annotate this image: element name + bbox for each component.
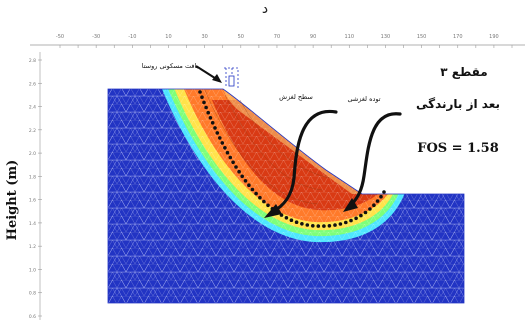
slip-surface-dot [311,224,315,228]
left-tick-label: 2.4 [29,105,36,111]
slip-surface-dot [202,100,206,105]
slip-surface-dot [254,191,258,196]
section-title: مقطع ۳ [440,65,487,79]
top-tick-label: 190 [489,34,499,40]
slip-surface-dot [327,224,332,228]
slip-surface-dot [349,218,353,223]
left-tick-label: 0.8 [29,291,36,297]
top-tick-label: 130 [381,34,391,40]
slip-surface-dot [206,110,210,115]
top-tick-label: 30 [201,34,207,40]
slip-surface-dot [338,222,343,226]
arrow-sliding-mass [348,112,402,208]
top-tick-label: -30 [92,34,100,40]
slip-surface-dot [372,203,376,207]
slip-surface-dot [204,105,208,110]
slip-surface-dot [333,223,337,227]
slip-surface-dot [284,216,289,220]
left-tick-label: 1.4 [29,221,36,227]
fos-value: FOS = 1.58 [417,141,499,156]
left-tick-label: 1.6 [29,198,36,204]
top-tick-label: -10 [128,34,136,40]
slip-surface-dot [368,207,372,211]
top-tick-label: 170 [453,34,463,40]
top-tick-label: 110 [345,34,355,40]
annotation-sliding-mass: توده لغزشی [347,95,380,103]
figure-letter: د [262,1,268,17]
slip-surface-dot [300,222,304,226]
annotation-building: بافت مسکونی روستا [142,62,199,70]
slip-surface-dot [210,121,215,125]
slip-surface-dot [375,199,380,203]
arrow-building-head [212,74,222,83]
slip-surface-dot [382,190,386,194]
slip-surface-dot [237,169,241,174]
slip-surface-dot [247,183,251,187]
slip-surface-dot [354,216,358,221]
arrow-sliding-mass-head [343,198,358,212]
slip-surface-dot [316,224,321,228]
slip-surface-dot [294,220,299,224]
slip-surface-dot [228,155,233,160]
slip-surface-dot [213,126,217,130]
building-structure [224,67,240,88]
slip-surface-dot [231,160,235,165]
slip-surface-dot [223,146,227,150]
slip-surface-dot [258,195,262,200]
slip-surface-dot [234,165,238,169]
top-tick-label: 50 [238,34,244,40]
left-tick-label: 0.6 [29,314,36,320]
slip-surface-dot [266,203,270,208]
annotation-slip-surface: سطح لغزش [279,93,313,101]
slip-surface-dot [220,141,225,145]
slip-surface-dot [322,224,326,228]
left-tick-label: 1.2 [29,244,36,250]
top-tick-label: -50 [56,34,64,40]
left-tick-label: 2.6 [29,81,36,87]
left-tick-label: 2.8 [29,58,36,64]
slip-surface-dot [379,194,383,199]
slip-surface-dot [218,136,222,140]
soil-domain [108,89,464,303]
top-tick-label: 90 [310,34,316,40]
top-tick-label: 70 [274,34,280,40]
slip-surface-dot [240,174,244,179]
arrow-slip-surface [270,109,338,214]
left-tick-label: 2.0 [29,151,36,157]
left-tick-label: 1.8 [29,174,36,180]
slip-surface-dot [305,223,310,227]
slip-surface-dot [363,210,368,215]
slip-surface-dot [215,131,220,135]
top-axis: -50 -30 -10 10 30 50 70 90 110 130 150 170 190 [30,34,525,48]
slip-surface-dots [198,90,386,228]
slip-surface-dot [225,150,230,155]
slip-surface-dot [208,116,213,120]
slip-surface-dot [359,213,363,218]
slip-surface-dot [344,220,348,225]
slip-surface-dot [198,90,202,94]
top-tick-label: 10 [165,34,171,40]
slip-surface-dot [262,199,266,204]
arrow-slip-surface-head [264,204,282,218]
soil-outline [107,88,465,304]
slip-surface-dot [250,187,255,192]
slip-surface-dot [200,95,204,99]
contour-lines [204,89,331,205]
condition-title: بعد از بارندگی [416,97,500,111]
slip-surface-dot [243,179,248,183]
left-tick-label: 2.2 [29,128,36,134]
slip-surface-dot [289,218,294,222]
top-tick-label: 150 [417,34,427,40]
left-axis: 2.8 2.6 2.4 2.2 2.0 1.8 1.6 1.4 1.2 1.0 0.8 0.6 [29,52,42,320]
y-axis-label: Height (m) [5,160,20,241]
left-tick-label: 1.0 [29,267,36,273]
